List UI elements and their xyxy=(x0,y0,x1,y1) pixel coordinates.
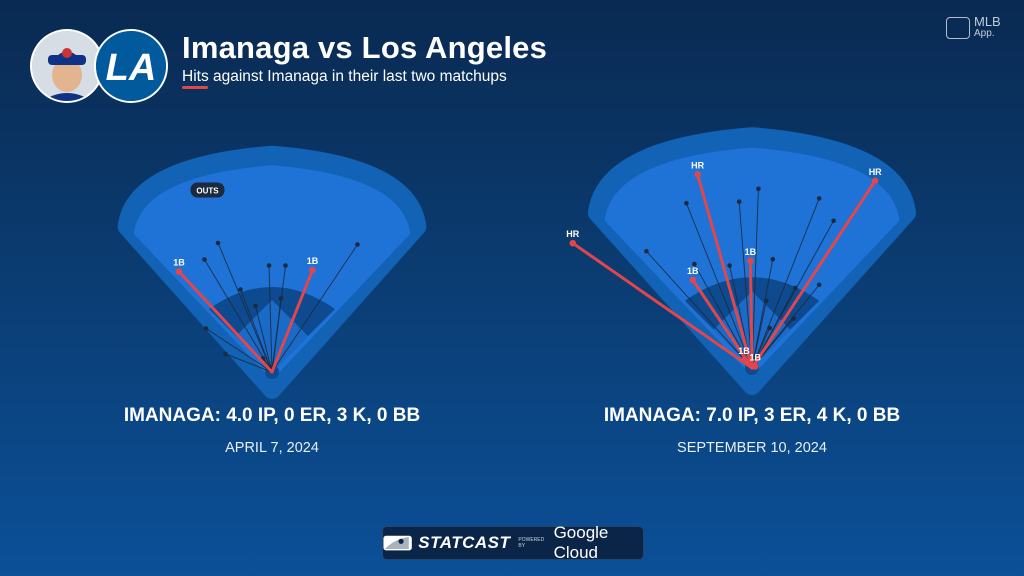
out-point xyxy=(238,287,243,292)
statcast-footer: STATCAST POWERED BY Google Cloud xyxy=(382,523,644,562)
hit-trajectory xyxy=(691,278,754,370)
out-point xyxy=(816,282,822,288)
hit-label: HR xyxy=(691,160,704,170)
mlb-app-text: MLB App. xyxy=(974,14,1001,40)
mlb-app-badge: MLB App. xyxy=(946,14,1001,40)
mlb-logo-icon xyxy=(383,535,412,551)
hit-label: 1B xyxy=(173,258,185,268)
hit-point xyxy=(751,363,759,370)
hit-point xyxy=(740,356,748,364)
hit-label: HR xyxy=(869,167,882,177)
out-point xyxy=(215,240,221,246)
hit-label: 1B xyxy=(687,266,699,276)
hit-point xyxy=(309,266,316,274)
hit-trajectory xyxy=(270,268,314,374)
out-trajectory xyxy=(204,259,273,373)
powered-by-text: POWERED BY xyxy=(518,537,545,549)
player-avatar xyxy=(32,31,102,101)
out-trajectory xyxy=(271,298,282,373)
out-trajectory xyxy=(751,198,820,369)
out-point xyxy=(764,298,769,304)
out-point xyxy=(684,200,689,206)
hit-trajectory xyxy=(696,172,754,370)
hit-point xyxy=(689,276,697,284)
hit-point xyxy=(747,257,754,265)
out-point xyxy=(792,285,798,291)
out-point xyxy=(727,263,732,268)
out-trajectory xyxy=(751,188,759,369)
out-point xyxy=(355,242,360,247)
statcast-wordmark: STATCAST xyxy=(418,533,511,552)
outs-legend-pill xyxy=(190,182,225,198)
out-trajectory xyxy=(738,201,753,369)
hit-label: 1B xyxy=(749,352,761,362)
hit-point xyxy=(175,268,183,275)
mlb-line2: App. xyxy=(974,28,995,39)
subtitle-underline xyxy=(182,86,208,89)
out-trajectory xyxy=(217,242,273,373)
hit-point xyxy=(569,239,577,247)
out-point xyxy=(770,256,776,262)
out-point xyxy=(816,196,822,201)
hit-point xyxy=(694,171,701,178)
out-trajectory xyxy=(255,305,273,373)
hit-trajectory xyxy=(177,270,274,374)
out-point xyxy=(692,261,697,267)
outfield-grass xyxy=(133,165,411,380)
out-point xyxy=(253,303,258,309)
mlb-logo-icon xyxy=(946,17,970,39)
out-trajectory xyxy=(271,244,358,373)
out-trajectory xyxy=(240,289,273,373)
outs-legend-label: OUTS xyxy=(196,187,219,196)
spray-chart-april: 1B 1B OUTS xyxy=(117,145,427,399)
hit-trajectory xyxy=(748,259,754,370)
out-point xyxy=(791,316,796,321)
chart-2-stat-line: IMANAGA: 7.0 IP, 3 ER, 4 K, 0 BB xyxy=(603,405,901,426)
page-subtitle: Hits against Imanaga in their last two m… xyxy=(182,68,507,85)
svg-text:LA: LA xyxy=(106,47,157,89)
chart-1-date: APRIL 7, 2024 xyxy=(225,440,319,456)
hit-point xyxy=(871,177,879,185)
out-point xyxy=(644,248,649,254)
out-point xyxy=(202,257,207,262)
out-point xyxy=(278,296,284,301)
hit-trajectory xyxy=(571,241,754,370)
out-point xyxy=(283,263,288,268)
dodgers-logo: LA xyxy=(96,31,166,101)
out-trajectory xyxy=(646,250,753,369)
out-point xyxy=(767,325,772,331)
mlb-line1: MLB xyxy=(974,14,1001,29)
out-point xyxy=(736,199,742,204)
out-point xyxy=(831,218,836,224)
out-trajectory xyxy=(693,263,753,369)
out-point xyxy=(266,263,272,268)
hit-label: 1B xyxy=(738,346,750,356)
hit-trajectory xyxy=(750,179,877,370)
google-cloud-wordmark: Google Cloud xyxy=(553,523,609,562)
out-trajectory xyxy=(685,203,753,369)
page-title: Imanaga vs Los Angeles xyxy=(182,30,548,65)
player-photo-icon xyxy=(32,31,102,101)
la-logo-icon: LA xyxy=(96,31,166,101)
out-trajectory xyxy=(268,265,273,373)
hit-label: HR xyxy=(566,229,579,239)
out-point xyxy=(223,351,228,357)
out-point xyxy=(756,186,761,192)
out-point xyxy=(203,326,209,331)
chart-2-date: SEPTEMBER 10, 2024 xyxy=(677,440,827,456)
hit-label: 1B xyxy=(745,247,757,257)
out-trajectory xyxy=(225,353,273,373)
out-trajectory xyxy=(751,300,767,369)
out-trajectory xyxy=(205,328,273,373)
hit-label: 1B xyxy=(307,256,319,266)
chart-1-stat-line: IMANAGA: 4.0 IP, 0 ER, 3 K, 0 BB xyxy=(123,405,421,426)
